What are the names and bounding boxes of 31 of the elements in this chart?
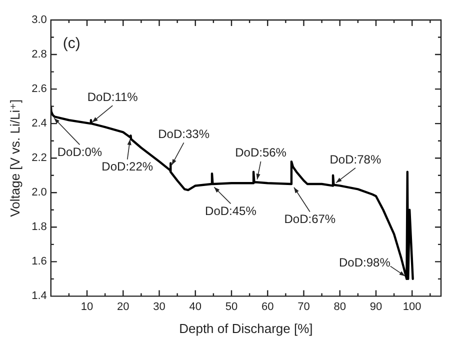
x-tick-label: 40 bbox=[189, 300, 202, 313]
x-tick-label: 70 bbox=[298, 300, 310, 313]
annotation: DoD:56% bbox=[235, 146, 287, 160]
annotation: DoD:67% bbox=[284, 212, 336, 226]
y-tick-label: 3.0 bbox=[32, 14, 47, 26]
annotation: DoD:33% bbox=[158, 127, 210, 142]
y-tick-label: 1.4 bbox=[32, 290, 47, 302]
annotation: DoD:98% bbox=[339, 256, 391, 270]
x-tick-label: 100 bbox=[402, 300, 422, 313]
y-tick-label: 2.0 bbox=[32, 186, 47, 199]
annotation: (c) bbox=[62, 35, 80, 52]
x-tick-label: 20 bbox=[117, 300, 130, 313]
y-tick-label: 2.2 bbox=[32, 152, 47, 164]
x-tick-label: 10 bbox=[80, 300, 94, 313]
annotation: DoD:45% bbox=[205, 204, 257, 218]
y-tick-label: 2.6 bbox=[32, 83, 47, 96]
y-tick-label: 2.8 bbox=[32, 48, 47, 61]
y-tick-label: 1.6 bbox=[32, 256, 47, 268]
x-tick-label: 50 bbox=[225, 300, 238, 313]
x-tick-label: 80 bbox=[334, 300, 346, 313]
x-tick-label: 90 bbox=[370, 300, 382, 313]
x-tick-label: 30 bbox=[153, 300, 166, 313]
x-axis-title: Depth of Discharge [%] bbox=[179, 320, 313, 336]
y-tick-label: 1.8 bbox=[32, 221, 47, 234]
x-tick-label: 60 bbox=[261, 300, 274, 313]
annotation: DoD:78% bbox=[330, 152, 382, 166]
annotation: DoD:0% bbox=[57, 144, 102, 159]
annotation: DoD:11% bbox=[87, 90, 138, 104]
y-tick-label: 2.4 bbox=[32, 118, 47, 130]
annotation: DoD:22% bbox=[102, 160, 154, 174]
y-axis-title: Voltage [V vs. Li/Li⁺] bbox=[7, 99, 22, 217]
